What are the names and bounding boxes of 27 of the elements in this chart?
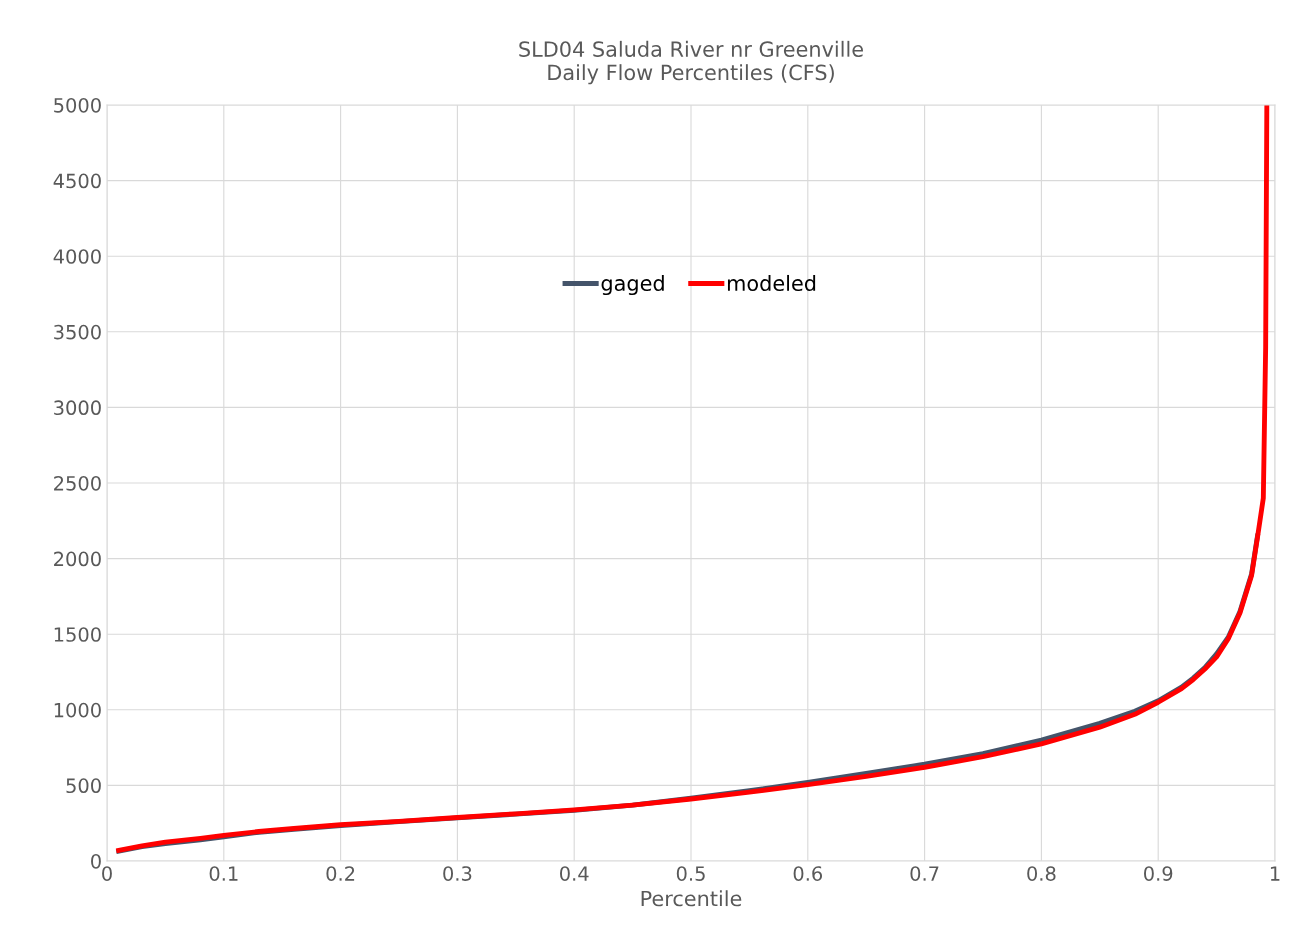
y-tick-label: 5000 bbox=[54, 97, 101, 113]
x-tick-label: 0.1 bbox=[209, 866, 238, 881]
y-tick-label: 500 bbox=[66, 778, 101, 794]
x-tick-label: 0.4 bbox=[560, 866, 589, 881]
y-tick-label: 4500 bbox=[53, 173, 101, 189]
y-tick-label: 3500 bbox=[54, 324, 101, 340]
legend-label: modeled bbox=[727, 274, 816, 292]
x-tick-label: 0.6 bbox=[793, 866, 823, 881]
x-tick-label: 1 bbox=[1270, 866, 1280, 881]
y-tick-label: 2000 bbox=[54, 551, 101, 567]
x-tick-label: 0.2 bbox=[326, 866, 355, 881]
x-tick-label: 0.9 bbox=[1144, 866, 1173, 881]
x-tick-label: 0 bbox=[102, 866, 112, 881]
x-axis-title: Percentile bbox=[641, 890, 742, 907]
y-tick-label: 3000 bbox=[54, 400, 101, 416]
legend-label: gaged bbox=[601, 274, 664, 296]
y-tick-label: 0 bbox=[91, 853, 101, 869]
y-tick-label: 1000 bbox=[54, 702, 101, 718]
y-tick-label: 2500 bbox=[54, 475, 101, 491]
y-tick-label: 4000 bbox=[53, 249, 101, 264]
chart-title: SLD04 Saluda River nr Greenville Daily Flow Percentiles (CFS) bbox=[519, 40, 863, 85]
line-series bbox=[116, 105, 1270, 853]
y-tick-label: 1500 bbox=[54, 627, 101, 642]
x-tick-label: 0.7 bbox=[910, 866, 939, 881]
x-tick-label: 0.5 bbox=[676, 866, 705, 881]
x-tick-label: 0.3 bbox=[443, 866, 472, 881]
x-tick-label: 0.8 bbox=[1027, 866, 1056, 881]
